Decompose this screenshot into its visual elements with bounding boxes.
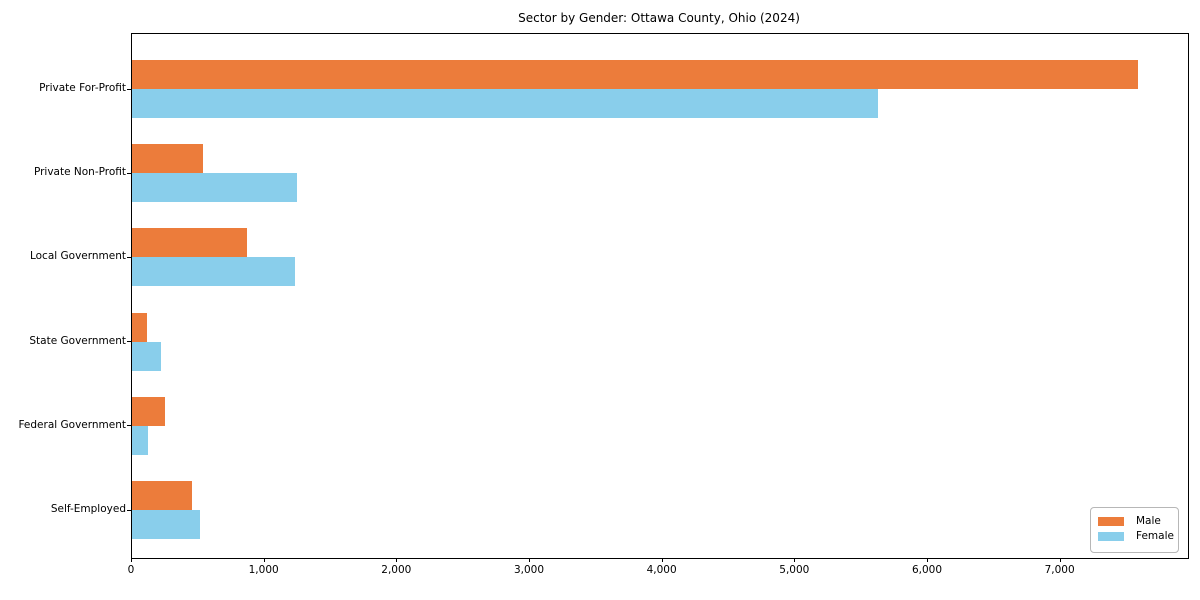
y-tick-mark	[127, 341, 132, 343]
bar-male-4	[132, 396, 165, 426]
bar-female-2	[132, 257, 295, 287]
x-tick-mark	[396, 558, 398, 562]
bar-male-2	[132, 228, 248, 258]
y-tick-mark	[127, 256, 132, 258]
x-tick-label: 4,000	[646, 564, 677, 576]
plot-area	[127, 33, 1189, 559]
legend-label: Female	[1136, 530, 1174, 543]
legend-swatch-female	[1098, 532, 1124, 541]
y-tick-label: Federal Government	[18, 418, 126, 431]
y-tick-mark	[127, 425, 132, 427]
x-tick-label: 2,000	[381, 564, 412, 576]
bar-female-0	[132, 89, 879, 118]
bar-female-3	[132, 341, 162, 371]
y-tick-label: Private For-Profit	[39, 81, 126, 94]
legend-entry-female: Female	[1098, 529, 1174, 544]
bar-male-3	[132, 312, 148, 342]
x-tick-label: 6,000	[911, 564, 942, 576]
x-tick-label: 5,000	[779, 564, 810, 576]
x-tick-mark	[661, 558, 663, 562]
x-tick-mark	[528, 558, 530, 562]
x-tick-label: 7,000	[1044, 564, 1075, 576]
y-tick-mark	[127, 88, 132, 90]
bar-female-4	[132, 425, 148, 455]
y-tick-label: Private Non-Profit	[33, 165, 126, 178]
x-tick-label: 0	[127, 564, 135, 576]
bar-female-1	[132, 173, 298, 203]
y-tick-mark	[127, 172, 132, 174]
y-tick-mark	[127, 509, 132, 511]
bar-male-0	[132, 60, 1138, 89]
legend: Male Female	[1090, 507, 1179, 553]
bar-male-1	[132, 144, 203, 174]
y-tick-label: Self-Employed	[50, 502, 126, 515]
legend-swatch-male	[1098, 517, 1124, 526]
x-tick-label: 3,000	[513, 564, 545, 576]
x-tick-mark	[926, 558, 928, 562]
chart-title: Sector by Gender: Ottawa County, Ohio (2…	[518, 11, 800, 25]
legend-entry-male: Male	[1098, 514, 1170, 529]
x-tick-mark	[131, 558, 132, 562]
legend-label: Male	[1136, 515, 1161, 528]
x-tick-mark	[263, 558, 265, 562]
y-tick-label: State Government	[29, 334, 126, 347]
y-tick-label: Local Government	[29, 250, 126, 263]
bar-female-5	[132, 510, 201, 539]
bar-male-5	[132, 481, 192, 510]
x-tick-mark	[794, 558, 796, 562]
x-tick-label: 1,000	[248, 564, 279, 576]
x-tick-mark	[1059, 558, 1061, 562]
